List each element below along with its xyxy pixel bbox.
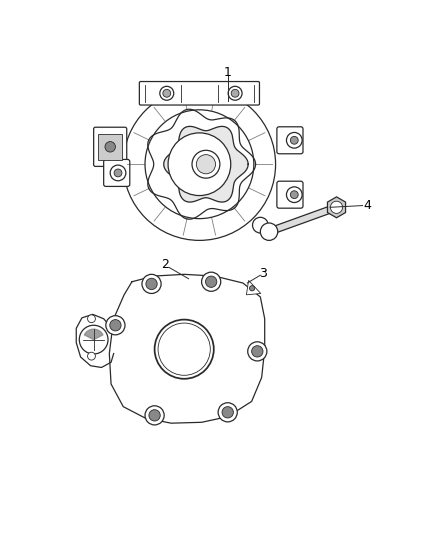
Circle shape [145, 406, 164, 425]
Circle shape [201, 272, 221, 292]
Circle shape [330, 201, 343, 213]
Circle shape [250, 286, 254, 291]
Polygon shape [85, 329, 103, 340]
Circle shape [222, 407, 233, 418]
Circle shape [218, 403, 237, 422]
Circle shape [163, 90, 171, 97]
Polygon shape [76, 314, 114, 367]
Circle shape [231, 90, 239, 97]
Circle shape [192, 150, 220, 178]
Circle shape [149, 410, 160, 421]
Circle shape [142, 274, 161, 294]
Circle shape [110, 320, 121, 331]
Circle shape [252, 346, 263, 357]
Circle shape [146, 278, 157, 289]
Circle shape [105, 142, 116, 152]
FancyBboxPatch shape [104, 159, 130, 187]
Text: 4: 4 [363, 199, 371, 212]
Circle shape [168, 133, 231, 196]
Circle shape [160, 86, 174, 100]
Circle shape [248, 342, 267, 361]
Circle shape [286, 187, 302, 203]
Text: 2: 2 [161, 258, 169, 271]
Circle shape [290, 191, 298, 199]
Circle shape [79, 325, 108, 354]
Circle shape [286, 133, 302, 148]
Circle shape [260, 223, 278, 240]
Circle shape [290, 136, 298, 144]
Circle shape [123, 88, 276, 240]
Circle shape [110, 165, 126, 181]
Circle shape [228, 86, 242, 100]
Text: 1: 1 [224, 66, 232, 79]
FancyBboxPatch shape [99, 134, 122, 160]
Circle shape [155, 320, 214, 379]
Circle shape [88, 352, 95, 360]
Circle shape [253, 217, 268, 233]
FancyBboxPatch shape [277, 181, 303, 208]
FancyBboxPatch shape [94, 127, 127, 166]
FancyBboxPatch shape [277, 127, 303, 154]
Text: 3: 3 [258, 266, 266, 279]
Circle shape [114, 169, 122, 177]
FancyBboxPatch shape [139, 82, 259, 105]
Polygon shape [247, 280, 261, 295]
Polygon shape [110, 274, 265, 423]
Circle shape [158, 323, 210, 375]
Circle shape [205, 276, 217, 287]
Circle shape [106, 316, 125, 335]
Circle shape [88, 315, 95, 322]
Polygon shape [164, 126, 248, 202]
Circle shape [196, 155, 215, 174]
Polygon shape [328, 197, 346, 218]
Polygon shape [268, 207, 329, 235]
Circle shape [145, 110, 254, 219]
